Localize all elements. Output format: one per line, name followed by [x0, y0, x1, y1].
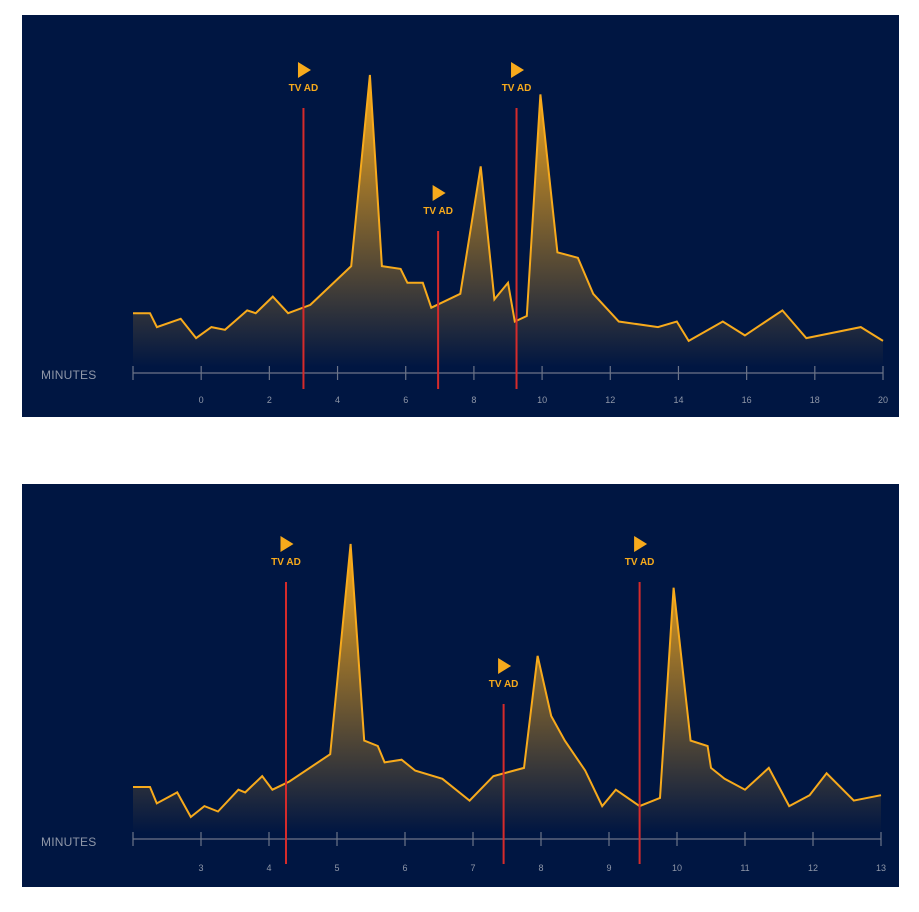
x-tick-label: 18: [810, 395, 820, 405]
x-tick-label: 2: [267, 395, 272, 405]
play-triangle-icon: [280, 536, 294, 552]
series-line: [133, 74, 884, 343]
play-triangle-icon: [498, 658, 512, 674]
x-tick-label: 12: [605, 395, 615, 405]
chart-panel-bottom: 3 4 5 6 7 8 9 10 11 12 13 TV AD TV AD TV AD MINUTES: [22, 484, 899, 887]
play-triangle-icon: [511, 62, 525, 78]
x-tick-label: 3: [198, 863, 203, 873]
x-tick-label: 0: [199, 395, 204, 405]
series-line: [133, 543, 882, 819]
x-tick-label: 6: [402, 863, 407, 873]
series-area: [133, 75, 883, 367]
x-tick-label: 16: [742, 395, 752, 405]
x-tick-label: 13: [876, 863, 886, 873]
ad-marker-label: TV AD: [271, 557, 301, 568]
play-triangle-icon: [634, 536, 648, 552]
ad-marker-label: TV AD: [489, 679, 519, 690]
x-tick-label: 20: [878, 395, 888, 405]
x-tick-label: 8: [471, 395, 476, 405]
x-tick-label: 8: [538, 863, 543, 873]
x-tick-label: 6: [403, 395, 408, 405]
x-tick-label: 5: [334, 863, 339, 873]
x-tick-label: 4: [266, 863, 271, 873]
ad-marker-label: TV AD: [289, 83, 319, 94]
series-area: [133, 544, 881, 833]
chart-panel-top: 0 2 4 6 8 10 12 14 16 18 20 TV AD TV AD TV AD MINUTE…: [22, 15, 899, 417]
x-axis-label: MINUTES: [41, 368, 97, 382]
play-triangle-icon: [432, 185, 446, 201]
ad-marker-label: TV AD: [502, 83, 532, 94]
x-tick-label: 11: [740, 863, 749, 873]
x-tick-label: 4: [335, 395, 340, 405]
x-tick-label: 14: [673, 395, 683, 405]
ad-marker-label: TV AD: [625, 557, 655, 568]
chart-svg-top: 0 2 4 6 8 10 12 14 16 18 20 TV AD TV AD TV AD: [132, 62, 888, 405]
x-tick-label: 10: [672, 863, 682, 873]
chart-svg-bottom: 3 4 5 6 7 8 9 10 11 12 13 TV AD TV AD TV AD: [132, 536, 886, 873]
x-axis-label: MINUTES: [41, 835, 97, 849]
ad-marker-label: TV AD: [423, 206, 453, 217]
x-tick-label: 12: [808, 863, 818, 873]
play-triangle-icon: [297, 62, 311, 78]
x-tick-label: 9: [606, 863, 611, 873]
x-tick-label: 10: [537, 395, 547, 405]
x-tick-label: 7: [470, 863, 475, 873]
